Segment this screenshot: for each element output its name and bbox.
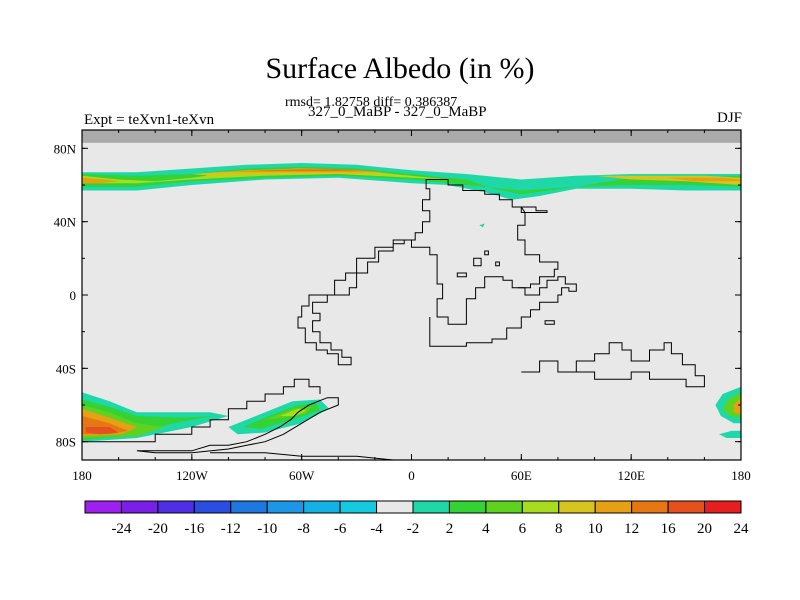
coast-island-2 (456, 272, 467, 278)
colorbar-label: -10 (257, 521, 277, 537)
colorbar-swatch (266, 500, 305, 514)
coast-island-3 (473, 257, 482, 267)
southern-band-east (715, 386, 741, 438)
plot-area (82, 130, 741, 460)
missing-data-band (82, 130, 741, 143)
colorbar-swatch (339, 500, 378, 514)
colorbar-swatch (521, 500, 560, 514)
chart-subtitle-stats: rmsd= 1.82758 diff= 0.386387 (285, 95, 458, 110)
colorbar-label: 10 (588, 521, 603, 537)
northern-band-level-9 (479, 223, 485, 228)
colorbar-label: 24 (734, 521, 750, 537)
southern-band-west (82, 392, 229, 442)
colorbar-swatch (558, 500, 596, 514)
x-tick-label: 60E (511, 468, 532, 483)
y-tick-label: 40N (54, 215, 77, 230)
colorbar-swatch (667, 500, 706, 514)
colorbar-swatch (157, 500, 195, 514)
chart-subtitle-experiment: 327_0_MaBP - 327_0_MaBP (308, 104, 487, 120)
experiment-label: Expt = teXvn1-teXvn (84, 112, 215, 128)
colorbar-label: -2 (407, 521, 420, 537)
x-tick-label: 0 (408, 468, 415, 483)
colorbar-swatch (704, 500, 742, 514)
y-tick-label: 80S (56, 435, 76, 450)
coast-island-4 (484, 250, 489, 256)
colorbar-swatch (230, 500, 268, 514)
coast-island-5 (495, 261, 500, 267)
y-tick-label: 80N (54, 141, 77, 156)
southern-band-west-level-5 (85, 427, 119, 435)
colorbar-label: -16 (184, 521, 204, 537)
x-tick-label: 180 (72, 468, 92, 483)
colorbar-label: -20 (148, 521, 168, 537)
colorbar-swatch (448, 500, 487, 514)
northern-band-level-7 (82, 177, 119, 184)
colorbar-label: 12 (624, 521, 639, 537)
colorbar-swatch (376, 500, 414, 514)
northern-band-level-5 (237, 169, 366, 172)
colorbar-swatch (412, 500, 450, 514)
x-tick-label: 60W (289, 468, 315, 483)
colorbar-label: 16 (661, 521, 677, 537)
northern-band (82, 163, 741, 228)
colorbar-label: -24 (111, 521, 131, 537)
colorbar-label: -6 (334, 521, 347, 537)
colorbar-swatch (594, 500, 633, 514)
coast-east-continent (521, 342, 705, 388)
coast-north-continent (297, 179, 559, 366)
x-axis: 180 120W 60W 0 60E 120E 180 (72, 130, 751, 483)
coast-island-6 (544, 320, 555, 325)
colorbar-swatch (485, 500, 523, 514)
colorbar-label: 20 (697, 521, 712, 537)
x-tick-label: 120W (176, 468, 209, 483)
season-label: DJF (716, 110, 742, 126)
colorbar-label: -8 (297, 521, 310, 537)
colorbar-label: -12 (221, 521, 241, 537)
colorbar-swatch (84, 500, 122, 514)
colorbar-swatch (193, 500, 232, 514)
coastlines (82, 179, 705, 461)
colorbar-swatch (120, 500, 159, 514)
colorbar-label: 2 (446, 521, 454, 537)
colorbar-label: 8 (555, 521, 563, 537)
colorbar-label: 6 (519, 521, 527, 537)
coast-south-west (82, 378, 321, 443)
x-tick-label: 180 (731, 468, 751, 483)
coast-south-mid (136, 397, 339, 454)
southern-band-east-level-2 (733, 397, 741, 415)
colorbar-swatch (303, 500, 341, 514)
colorbar-swatch (631, 500, 669, 514)
y-tick-label: 0 (70, 288, 77, 303)
colorbar-label: -4 (370, 521, 383, 537)
colorbar: -24 -20 -16 -12 -10 -8 -6 -4 -2 2 4 6 8 10 12 16 20 24 (84, 500, 750, 537)
y-axis: 80N 40N 0 40S 80S (54, 141, 741, 450)
coast-island-1 (520, 206, 548, 213)
colorbar-label: 4 (482, 521, 490, 537)
southern-band-east-level-3 (719, 430, 741, 438)
chart-title: Surface Albedo (in %) (265, 52, 535, 85)
y-tick-label: 40S (56, 361, 76, 376)
coast-south-continent (429, 276, 577, 347)
northern-band-level-8 (667, 177, 741, 182)
x-tick-label: 120E (617, 468, 645, 483)
